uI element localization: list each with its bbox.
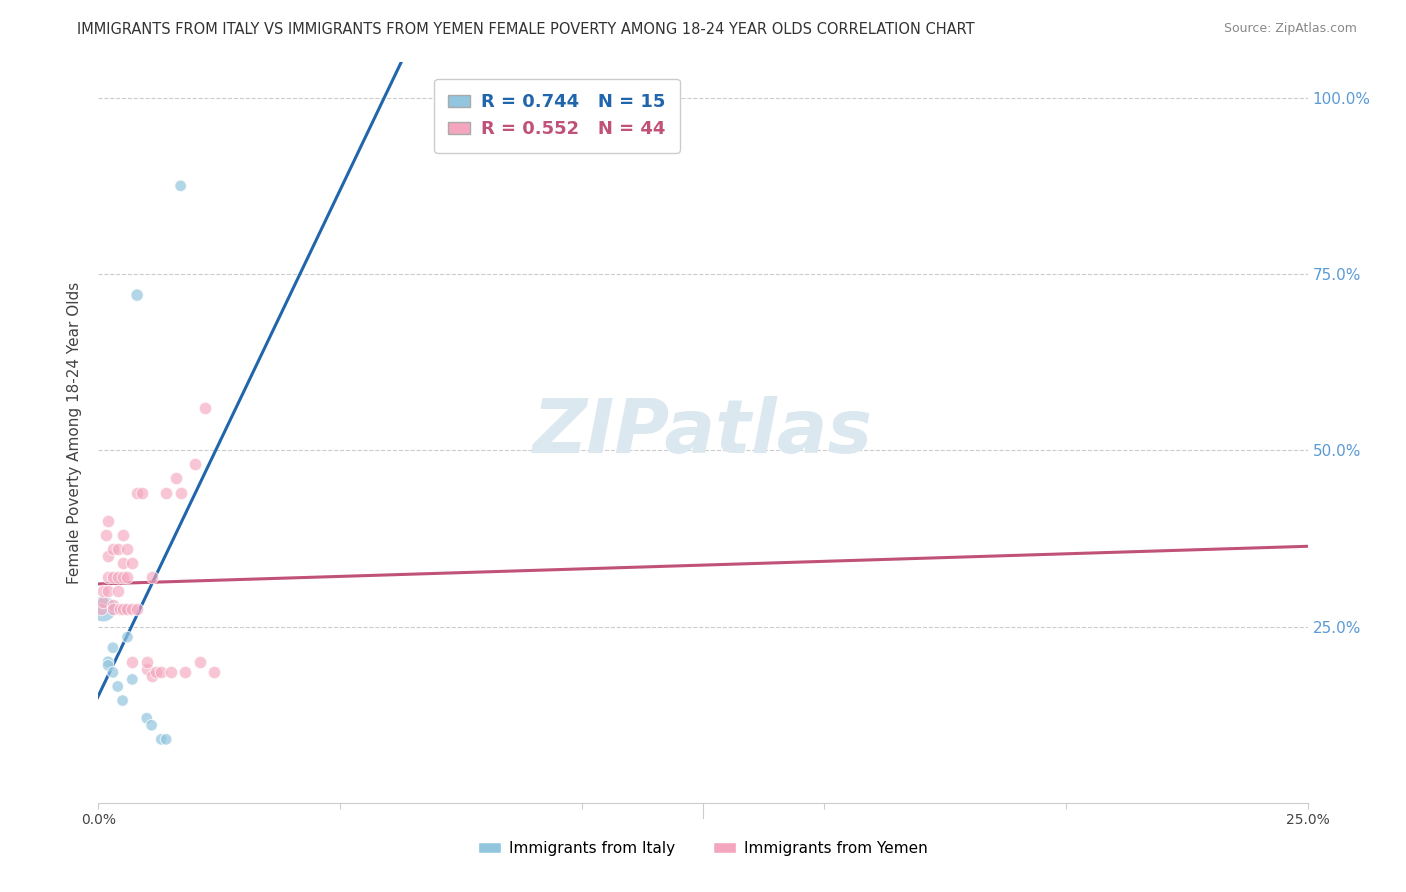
Point bbox=[150, 665, 173, 680]
Point bbox=[169, 485, 191, 500]
Point bbox=[97, 658, 120, 673]
Point bbox=[111, 528, 134, 542]
Point bbox=[127, 288, 149, 302]
Point bbox=[204, 665, 226, 680]
Point bbox=[135, 662, 157, 676]
Y-axis label: Female Poverty Among 18-24 Year Olds: Female Poverty Among 18-24 Year Olds bbox=[66, 282, 82, 583]
Point bbox=[111, 602, 134, 616]
Point bbox=[101, 665, 124, 680]
Point bbox=[127, 602, 149, 616]
Point bbox=[108, 602, 131, 616]
Point bbox=[117, 630, 139, 644]
Point bbox=[97, 584, 120, 599]
Point bbox=[155, 485, 177, 500]
Text: Source: ZipAtlas.com: Source: ZipAtlas.com bbox=[1223, 22, 1357, 36]
Point bbox=[101, 541, 124, 556]
Point bbox=[111, 556, 134, 570]
Point bbox=[194, 401, 217, 415]
Point bbox=[145, 665, 167, 680]
Point bbox=[107, 584, 129, 599]
Point bbox=[111, 570, 134, 584]
Text: IMMIGRANTS FROM ITALY VS IMMIGRANTS FROM YEMEN FEMALE POVERTY AMONG 18-24 YEAR O: IMMIGRANTS FROM ITALY VS IMMIGRANTS FROM… bbox=[77, 22, 974, 37]
Point bbox=[121, 655, 143, 669]
Point bbox=[91, 602, 114, 616]
Point bbox=[160, 665, 183, 680]
Point bbox=[90, 602, 112, 616]
Point bbox=[150, 732, 173, 747]
Point bbox=[135, 711, 157, 725]
Point bbox=[101, 640, 124, 655]
Point bbox=[94, 528, 117, 542]
Point bbox=[141, 570, 163, 584]
Point bbox=[184, 458, 207, 472]
Point bbox=[97, 570, 120, 584]
Point bbox=[121, 673, 143, 687]
Point bbox=[107, 570, 129, 584]
Point bbox=[117, 602, 139, 616]
Point bbox=[107, 541, 129, 556]
Point bbox=[141, 718, 163, 732]
Point bbox=[188, 655, 211, 669]
Point bbox=[101, 599, 124, 613]
Point bbox=[165, 471, 187, 485]
Point bbox=[101, 602, 124, 616]
Point bbox=[97, 655, 120, 669]
Point bbox=[127, 485, 149, 500]
Point bbox=[91, 595, 114, 609]
Legend: Immigrants from Italy, Immigrants from Yemen: Immigrants from Italy, Immigrants from Y… bbox=[472, 835, 934, 862]
Point bbox=[169, 178, 191, 193]
Point bbox=[111, 693, 134, 707]
Point bbox=[91, 584, 114, 599]
Point bbox=[155, 732, 177, 747]
Point bbox=[131, 485, 153, 500]
Point bbox=[135, 655, 157, 669]
Point bbox=[117, 541, 139, 556]
Point bbox=[101, 570, 124, 584]
Point bbox=[107, 680, 129, 694]
Point bbox=[97, 549, 120, 563]
Point bbox=[174, 665, 197, 680]
Point bbox=[121, 556, 143, 570]
Text: ZIPatlas: ZIPatlas bbox=[533, 396, 873, 469]
Point bbox=[97, 514, 120, 528]
Point bbox=[121, 602, 143, 616]
Point bbox=[117, 570, 139, 584]
Point bbox=[141, 669, 163, 683]
